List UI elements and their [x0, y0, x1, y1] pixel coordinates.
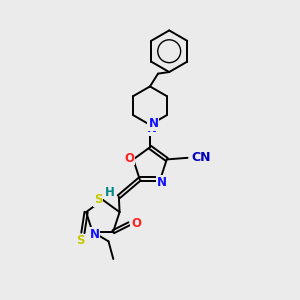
Text: N: N: [148, 117, 158, 130]
Text: S: S: [76, 234, 85, 248]
Text: O: O: [125, 152, 135, 165]
Text: N: N: [157, 176, 166, 189]
Text: O: O: [131, 217, 141, 230]
Text: H: H: [105, 186, 115, 199]
Text: S: S: [94, 194, 103, 206]
Text: N: N: [147, 122, 157, 136]
Text: N: N: [90, 227, 100, 241]
Text: CN: CN: [191, 151, 211, 164]
